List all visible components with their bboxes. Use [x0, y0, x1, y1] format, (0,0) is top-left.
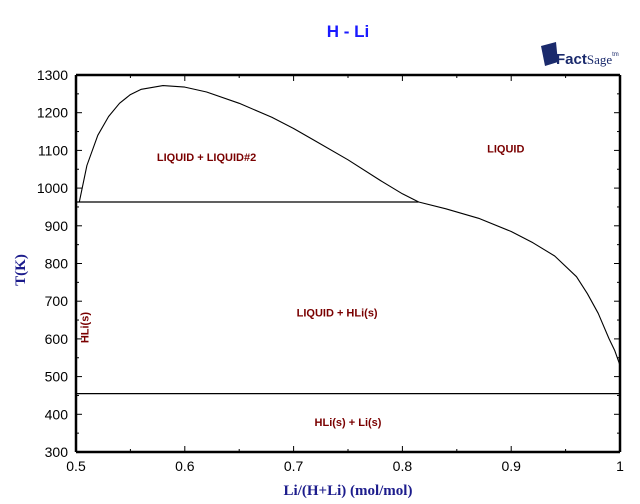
x-tick-label: 1 — [616, 458, 624, 474]
x-tick-label: 0.8 — [393, 458, 413, 474]
region-label: LIQUID + LIQUID#2 — [157, 152, 256, 164]
phase-boundary-1 — [418, 201, 621, 366]
region-label: LIQUID — [487, 144, 524, 156]
y-tick-label: 1000 — [37, 180, 68, 196]
logo-text: FactSagetm — [556, 51, 619, 68]
chart-title: H - Li — [327, 22, 370, 41]
x-tick-label: 0.9 — [501, 458, 521, 474]
region-label: HLi(s) — [79, 312, 91, 344]
y-tick-label: 700 — [45, 293, 69, 309]
logo-text-bold: Fact — [556, 51, 587, 68]
y-tick-label: 300 — [45, 444, 69, 460]
logo-text-light: Sage — [587, 52, 613, 67]
y-tick-label: 900 — [45, 218, 69, 234]
factsage-logo: FactSagetm — [541, 42, 619, 68]
region-label: LIQUID + HLi(s) — [297, 308, 378, 320]
y-tick-label: 1300 — [37, 67, 68, 83]
x-tick-label: 0.5 — [66, 458, 86, 474]
region-labels: LIQUID + LIQUID#2 LIQUID LIQUID + HLi(s) HL… — [79, 144, 524, 429]
y-tick-label: 1100 — [38, 142, 68, 158]
phase-boundary-0 — [78, 85, 419, 203]
y-tick-label: 500 — [45, 369, 69, 385]
y-tick-label: 600 — [45, 331, 69, 347]
x-tick-label: 0.7 — [284, 458, 304, 474]
region-label: HLi(s) + Li(s) — [315, 417, 382, 429]
factsage-logo-icon — [541, 42, 558, 66]
y-axis-label: T(K) — [13, 254, 29, 286]
y-tick-label: 1200 — [37, 105, 68, 121]
plot-frame — [74, 73, 622, 454]
x-tick-label: 0.6 — [175, 458, 195, 474]
y-tick-label: 400 — [45, 406, 69, 422]
x-axis-ticks: 0.5 0.6 0.7 0.8 0.9 1 — [66, 75, 624, 474]
y-axis-ticks: 300 400 500 600 700 800 900 1000 1100 1200 1300 — [37, 67, 620, 460]
x-axis-label: Li/(H+Li) (mol/mol) — [284, 483, 413, 499]
logo-trademark: tm — [612, 52, 619, 58]
phase-boundaries — [76, 85, 621, 395]
y-tick-label: 800 — [45, 256, 69, 272]
